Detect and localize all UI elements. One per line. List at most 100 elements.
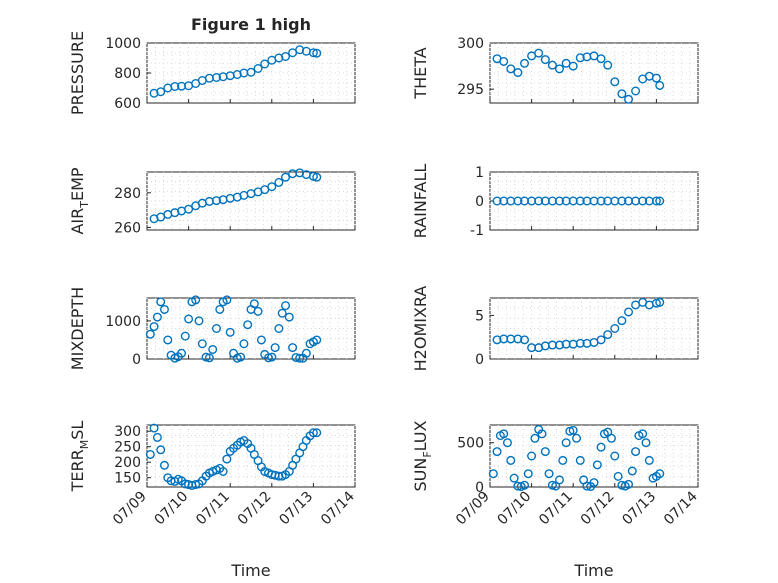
data-point xyxy=(208,344,218,354)
data-point xyxy=(520,335,530,345)
subplot-mixdepth: 0 1000 MIXDEPTH xyxy=(68,287,356,370)
x-axis-label-left: Time xyxy=(230,561,270,580)
data-point xyxy=(513,481,523,491)
y-tick-label: 260 xyxy=(114,220,141,236)
data-point xyxy=(638,429,648,439)
y-tick-label: -1 xyxy=(470,223,484,239)
data-point xyxy=(274,177,284,187)
data-point xyxy=(554,340,564,350)
data-point xyxy=(506,64,516,74)
series-markers xyxy=(149,45,322,98)
y-axis-label-subscript: M xyxy=(78,440,91,450)
data-point xyxy=(281,301,291,311)
series-markers xyxy=(145,295,322,363)
data-point xyxy=(655,196,665,206)
data-point xyxy=(527,451,537,461)
data-point xyxy=(509,473,519,483)
data-point xyxy=(145,449,155,459)
data-point xyxy=(170,81,180,91)
data-point xyxy=(149,423,159,433)
data-point xyxy=(499,56,509,66)
data-point xyxy=(610,451,620,461)
data-point xyxy=(270,343,280,353)
data-point xyxy=(156,87,166,97)
data-point xyxy=(575,196,585,206)
data-point xyxy=(534,48,544,58)
data-point xyxy=(558,455,568,465)
data-point xyxy=(260,59,270,69)
data-point xyxy=(492,447,502,457)
data-point xyxy=(572,433,582,443)
data-point xyxy=(624,94,634,104)
data-point xyxy=(617,89,627,99)
data-point xyxy=(540,447,550,457)
y-tick-label: 0 xyxy=(132,352,141,368)
data-point xyxy=(284,312,294,322)
data-point xyxy=(610,77,620,87)
data-point xyxy=(239,339,249,349)
data-point xyxy=(191,295,201,305)
data-point xyxy=(194,316,204,326)
y-axis-label: PRESSURE xyxy=(68,31,87,115)
data-point xyxy=(312,48,322,58)
data-point xyxy=(263,353,273,363)
data-point xyxy=(644,455,654,465)
data-point xyxy=(655,80,665,90)
y-axis-label: AIRTEMP xyxy=(68,167,91,234)
data-point xyxy=(506,455,516,465)
x-tick-label: 07/14 xyxy=(661,488,701,528)
data-point xyxy=(631,86,641,96)
x-tick-label: 07/10 xyxy=(495,489,535,529)
data-point xyxy=(520,480,530,490)
data-point xyxy=(603,60,613,70)
data-point xyxy=(277,308,287,318)
data-point xyxy=(631,447,641,457)
data-point xyxy=(191,480,201,490)
data-point xyxy=(184,204,194,214)
grid-lines xyxy=(146,43,356,103)
data-point xyxy=(603,330,613,340)
data-point xyxy=(159,460,169,470)
series-markers xyxy=(492,48,665,104)
data-point xyxy=(523,469,533,479)
y-axis-label-subscript: F xyxy=(421,451,434,457)
y-tick-label: 150 xyxy=(114,471,141,487)
data-point xyxy=(197,339,207,349)
data-point xyxy=(568,61,578,71)
data-point xyxy=(492,335,502,345)
data-point xyxy=(253,63,263,73)
x-tick-label: 07/09 xyxy=(110,489,150,529)
data-point xyxy=(537,429,547,439)
y-axis-label-main: AIR xyxy=(68,208,87,235)
data-point xyxy=(267,352,277,362)
x-tick-label: 07/11 xyxy=(193,489,233,529)
subplot-theta: 295 300 THETA xyxy=(411,36,699,104)
series-markers xyxy=(492,196,665,206)
subplot-rainfall: -1 0 1 RAINFALL xyxy=(411,164,699,239)
data-point xyxy=(651,73,661,83)
subplot-h2omixra: 0 5 H2OMIXRA xyxy=(411,286,699,371)
data-point xyxy=(540,55,550,65)
x-axis-label-right: Time xyxy=(573,561,613,580)
y-axis-label: TERRMSL xyxy=(68,421,91,493)
data-point xyxy=(163,335,173,345)
data-point xyxy=(215,304,225,314)
y-tick-label: 0 xyxy=(475,352,484,368)
y-tick-label: 0 xyxy=(475,480,484,496)
data-point xyxy=(568,425,578,435)
y-axis-label-rest: EMP xyxy=(68,167,87,201)
y-axis-label: MIXDEPTH xyxy=(68,287,87,370)
x-tick-label: 07/12 xyxy=(578,489,618,529)
data-point xyxy=(547,60,557,70)
data-point xyxy=(243,320,253,330)
y-tick-label: 500 xyxy=(457,436,484,452)
data-point xyxy=(308,48,318,58)
data-point xyxy=(596,442,606,452)
grid-lines xyxy=(489,43,699,103)
data-point xyxy=(617,196,627,206)
grid-lines xyxy=(146,298,356,359)
data-point xyxy=(211,72,221,82)
data-point xyxy=(513,68,523,78)
data-point xyxy=(617,316,627,326)
